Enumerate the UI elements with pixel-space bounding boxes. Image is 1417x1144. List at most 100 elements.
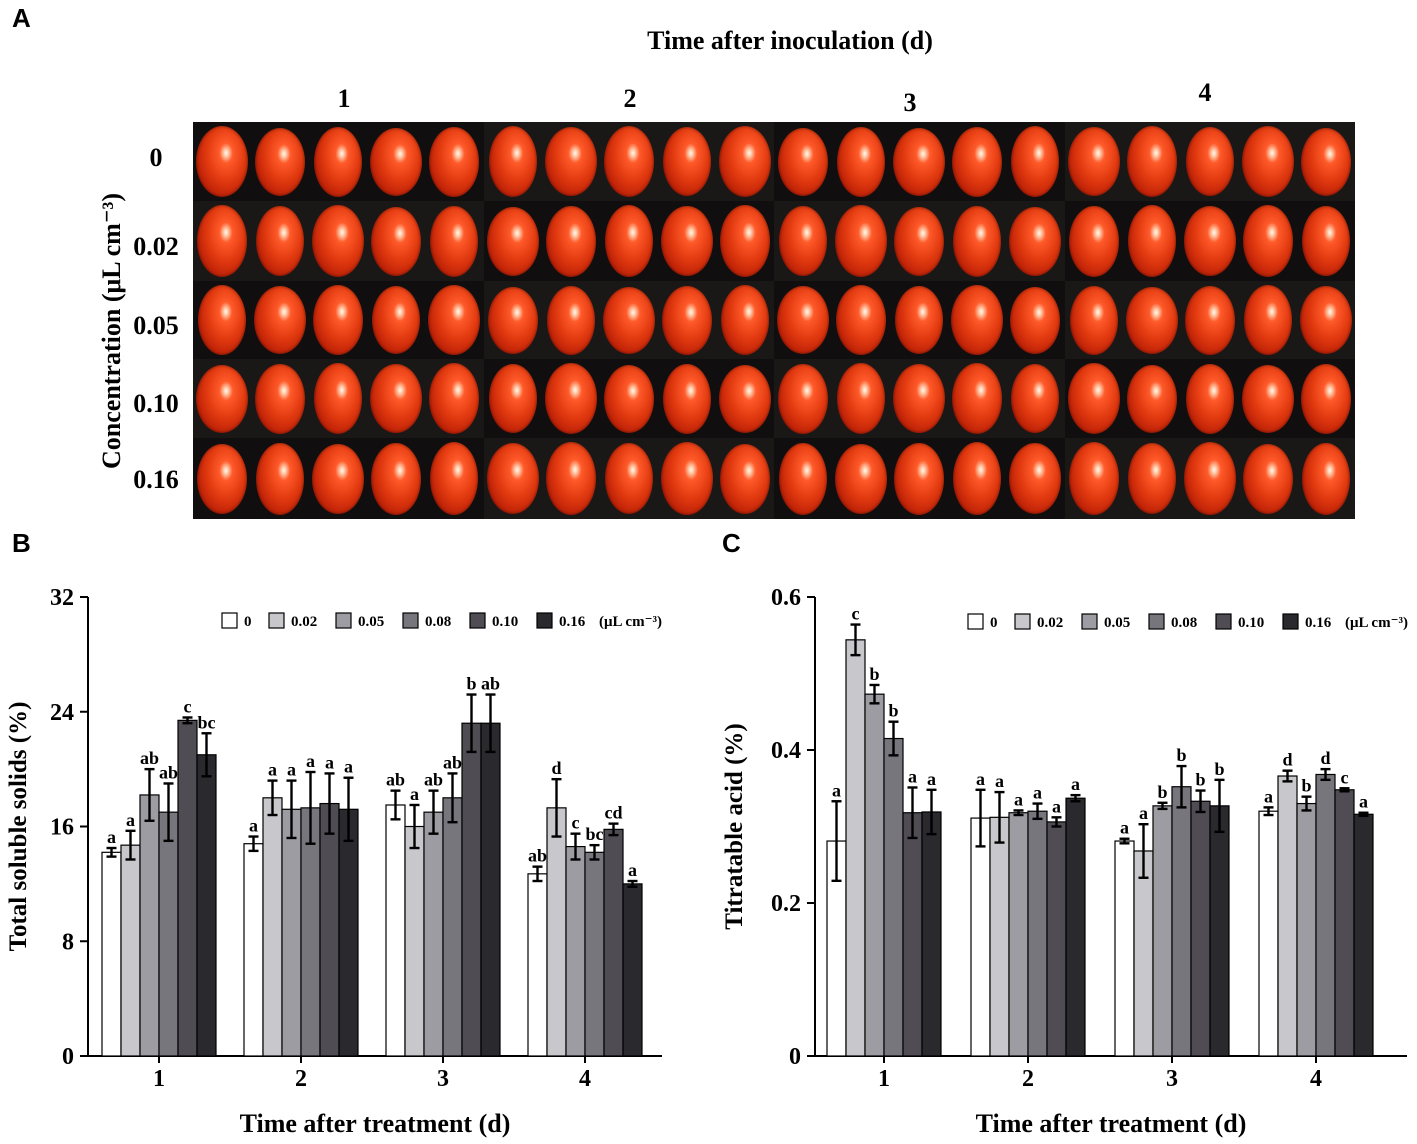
bar	[1133, 850, 1154, 1057]
legend-label: 0	[990, 615, 998, 631]
tomato-fruit	[779, 206, 828, 276]
tomato-fruit	[1300, 127, 1351, 196]
concentration-row-label: 0.16	[133, 465, 179, 494]
significance-letter: a	[995, 771, 1004, 791]
bar	[262, 797, 283, 1057]
legend-swatch	[402, 612, 419, 629]
legend-swatch	[967, 613, 984, 630]
tomato-fruit	[1241, 126, 1294, 197]
tomato-fruit	[544, 127, 597, 196]
tomato-fruit	[604, 205, 653, 277]
tomato-fruit	[1184, 285, 1235, 355]
x-tick-label: 4	[579, 1066, 591, 1092]
tomato-fruit	[1009, 206, 1062, 276]
bar	[461, 722, 482, 1057]
x-tick-label: 1	[153, 1066, 165, 1092]
day-header: 4	[1198, 78, 1212, 107]
bar	[921, 811, 942, 1057]
tomato-fruit	[1067, 127, 1120, 196]
tomato-fruit	[1301, 442, 1350, 515]
legend-label: 0.08	[425, 614, 451, 630]
x-axis-label: Time after treatment (d)	[240, 1109, 511, 1138]
tomato-fruit	[1300, 363, 1351, 434]
tomato-fruit	[429, 126, 480, 197]
tomato-fruit	[1242, 205, 1293, 277]
bar	[845, 639, 866, 1057]
day-header: 1	[337, 84, 351, 113]
bar	[864, 693, 885, 1057]
tomato-fruit	[1185, 363, 1234, 434]
significance-letter: b	[1195, 770, 1205, 790]
concentration-row-label: 0.10	[133, 389, 179, 418]
significance-letter: a	[1139, 803, 1148, 823]
bar	[1152, 805, 1173, 1057]
tomato-fruit	[952, 126, 1003, 197]
bar	[1190, 800, 1211, 1057]
significance-letter: a	[107, 827, 116, 847]
tomato-fruit	[1127, 205, 1176, 277]
significance-letter: cd	[605, 803, 623, 823]
tomato-fruit	[1185, 127, 1234, 196]
tomato-fruit	[370, 364, 423, 433]
tomato-fruit	[254, 286, 307, 354]
legend-label: 0	[244, 614, 252, 630]
bar	[970, 817, 991, 1057]
bar	[1353, 813, 1374, 1057]
bar	[1315, 773, 1336, 1057]
tomato-photo-grid	[193, 122, 1355, 519]
significance-letter: a	[325, 752, 334, 772]
concentration-row-label: 0	[149, 143, 163, 172]
bar	[1209, 805, 1230, 1057]
photo-cell	[1064, 359, 1355, 438]
x-tick-label: 3	[1166, 1066, 1178, 1092]
day-header: 2	[623, 84, 637, 113]
panel-label-a: A	[12, 3, 31, 33]
y-axis-label: Total soluble solids (%)	[5, 702, 32, 952]
bar	[120, 844, 141, 1057]
tomato-fruit	[1069, 285, 1118, 355]
legend-swatch	[268, 612, 285, 629]
tomato-fruit	[256, 442, 305, 515]
legend-unit-label: (μL cm⁻³)	[599, 614, 662, 630]
tomato-fruit	[1068, 205, 1119, 277]
bar	[319, 802, 340, 1057]
photo-cell	[193, 122, 484, 201]
tomato-fruit	[602, 286, 655, 354]
legend-swatch	[1148, 613, 1165, 630]
legend-label: 0.05	[1104, 615, 1130, 631]
tomato-fruit	[603, 364, 654, 433]
legend-label: 0.16	[559, 614, 586, 630]
tomato-fruit	[488, 364, 537, 433]
day-header: 3	[903, 88, 917, 117]
tomato-fruit	[719, 205, 770, 277]
bar	[281, 808, 302, 1057]
photo-cell	[1064, 201, 1355, 281]
photo-cell	[1064, 122, 1355, 201]
x-tick-label: 4	[1310, 1066, 1322, 1092]
tomato-fruit	[660, 206, 713, 276]
tomato-fruit	[1299, 286, 1352, 354]
photo-cell	[774, 438, 1065, 519]
bar	[1277, 775, 1298, 1057]
photo-cell	[193, 438, 484, 519]
significance-letter: ab	[159, 762, 178, 782]
bar	[177, 719, 198, 1057]
bar	[565, 845, 586, 1057]
legend-swatch	[221, 612, 238, 629]
legend-swatch	[1081, 613, 1098, 630]
bar	[158, 811, 179, 1057]
tomato-fruit	[720, 285, 769, 355]
panel-label-c: C	[722, 528, 741, 558]
bar	[989, 816, 1010, 1057]
bar	[1296, 802, 1317, 1057]
tomato-fruit	[430, 442, 479, 515]
concentration-row-label: 0.02	[133, 232, 179, 261]
bar	[243, 843, 264, 1057]
significance-letter: bc	[198, 712, 216, 732]
tomato-fruit	[835, 443, 888, 514]
y-tick-label: 24	[50, 700, 74, 726]
tomato-fruit	[488, 126, 537, 197]
bar	[101, 851, 122, 1057]
tomato-fruit	[1241, 364, 1294, 433]
photo-cell	[774, 201, 1065, 281]
